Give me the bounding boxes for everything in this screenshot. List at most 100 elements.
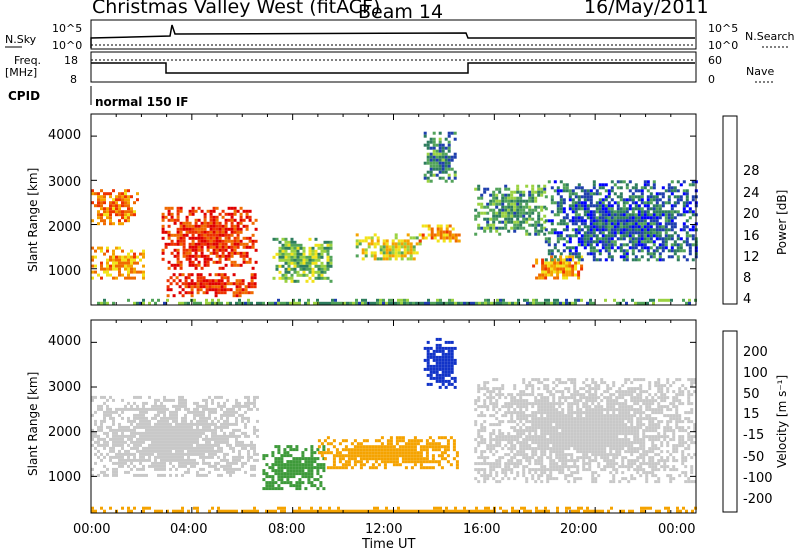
power-cell-4: [284, 237, 288, 241]
power-cell-10: [589, 237, 593, 241]
velocity-cell-4: [534, 429, 538, 433]
velocity-cell-0: [208, 470, 211, 474]
velocity-cell-0: [247, 434, 250, 438]
velocity-cell-1: [304, 457, 308, 461]
power-cell-8: [525, 229, 529, 233]
power-cell-4: [275, 267, 279, 271]
power-cell-11: [613, 298, 616, 302]
power-cell-10: [640, 210, 644, 214]
power-cell-10: [574, 201, 578, 205]
power-cell-2: [230, 263, 234, 267]
power-cell-2: [194, 230, 198, 234]
velocity-cell-3: [435, 343, 439, 347]
velocity-cell-0: [169, 422, 172, 426]
power-cell-7: [447, 164, 451, 168]
velocity-cell-3: [429, 355, 433, 359]
velocity-cell-0: [103, 416, 106, 420]
power-cell-5: [394, 236, 398, 240]
velocity-cell-4: [573, 417, 577, 421]
power-cell-4: [284, 261, 288, 265]
power-cell-4: [284, 279, 288, 283]
power-cell-10: [622, 219, 626, 223]
power-cell-4: [302, 255, 306, 259]
power-cell-10: [622, 258, 626, 262]
power-cell-2: [221, 242, 225, 246]
power-cell-10: [640, 255, 644, 259]
velocity-cell-0: [205, 440, 208, 444]
power-cell-10: [667, 222, 671, 226]
velocity-cell-0: [229, 422, 232, 426]
velocity-cell-4: [522, 471, 526, 475]
velocity-cell-0: [115, 434, 118, 438]
velocity-cell-4: [585, 405, 589, 409]
power-cell-10: [658, 228, 662, 232]
power-cell-2: [218, 239, 222, 243]
power-cell-10: [673, 216, 677, 220]
power-cell-3: [190, 285, 194, 289]
power-cell-11: [205, 301, 208, 305]
power-cell-11: [463, 301, 466, 305]
power-cell-11: [154, 301, 157, 305]
velocity-cell-2: [317, 445, 321, 449]
velocity-cell-0: [214, 431, 217, 435]
power-cell-10: [574, 222, 578, 226]
velocity-cell-1: [292, 463, 296, 467]
power-cell-8: [495, 211, 499, 215]
velocity-cell-0: [103, 455, 106, 459]
velocity-cell-3: [435, 337, 439, 341]
velocity-cell-4: [507, 432, 511, 436]
velocity-cell-2: [437, 463, 441, 467]
power-cell-1: [94, 264, 97, 268]
velocity-cell-3: [444, 358, 448, 362]
velocity-cell-1: [280, 475, 284, 479]
power-cell-5: [379, 248, 383, 252]
velocity-cell-4: [558, 378, 562, 382]
power-cell-8: [525, 205, 529, 209]
power-cell-2: [230, 260, 234, 264]
power-cell-2: [221, 266, 225, 270]
power-cell-2: [224, 248, 228, 252]
power-cell-7: [432, 140, 436, 144]
power-cell-5: [379, 245, 383, 249]
power-cell-2: [233, 248, 237, 252]
power-cell-2: [242, 224, 246, 228]
velocity-cell-2: [407, 448, 411, 452]
velocity-cell-0: [148, 455, 151, 459]
velocity-cell-2: [425, 448, 429, 452]
velocity-cell-2: [374, 466, 378, 470]
velocity-cell-0: [241, 446, 244, 450]
power-cell-2: [206, 239, 210, 243]
power-cell-11: [487, 298, 490, 302]
power-cell-3: [250, 285, 254, 289]
power-cell-10: [577, 207, 581, 211]
velocity-cell-1: [295, 466, 299, 470]
power-cell-8: [504, 214, 508, 218]
velocity-cell-4: [567, 378, 571, 382]
velocity-cell-0: [130, 437, 133, 441]
velocity-cell-4: [504, 402, 508, 406]
velocity-cell-2: [419, 460, 423, 464]
power-cell-2: [233, 263, 237, 267]
power-cell-8: [510, 193, 514, 197]
power-cell-5: [361, 251, 365, 255]
velocity-cell-4: [591, 393, 595, 397]
power-cell-10: [583, 225, 587, 229]
power-cell-10: [613, 228, 617, 232]
power-cell-10: [667, 228, 671, 232]
power-cell-2: [188, 221, 192, 225]
velocity-cell-4: [531, 420, 535, 424]
velocity-cell-1: [316, 472, 320, 476]
velocity-cell-0: [121, 452, 124, 456]
velocity-cell-4: [561, 432, 565, 436]
power-cell-5: [400, 257, 404, 261]
velocity-cell-0: [175, 425, 178, 429]
velocity-cell-4: [558, 459, 562, 463]
power-cell-10: [559, 219, 563, 223]
velocity-cell-4: [582, 417, 586, 421]
velocity-cell-0: [199, 422, 202, 426]
power-cell-1: [130, 249, 133, 253]
velocity-cell-2: [380, 448, 384, 452]
velocity-cell-0: [151, 416, 154, 420]
velocity-cell-4: [525, 387, 529, 391]
power-cell-6: [442, 233, 446, 237]
